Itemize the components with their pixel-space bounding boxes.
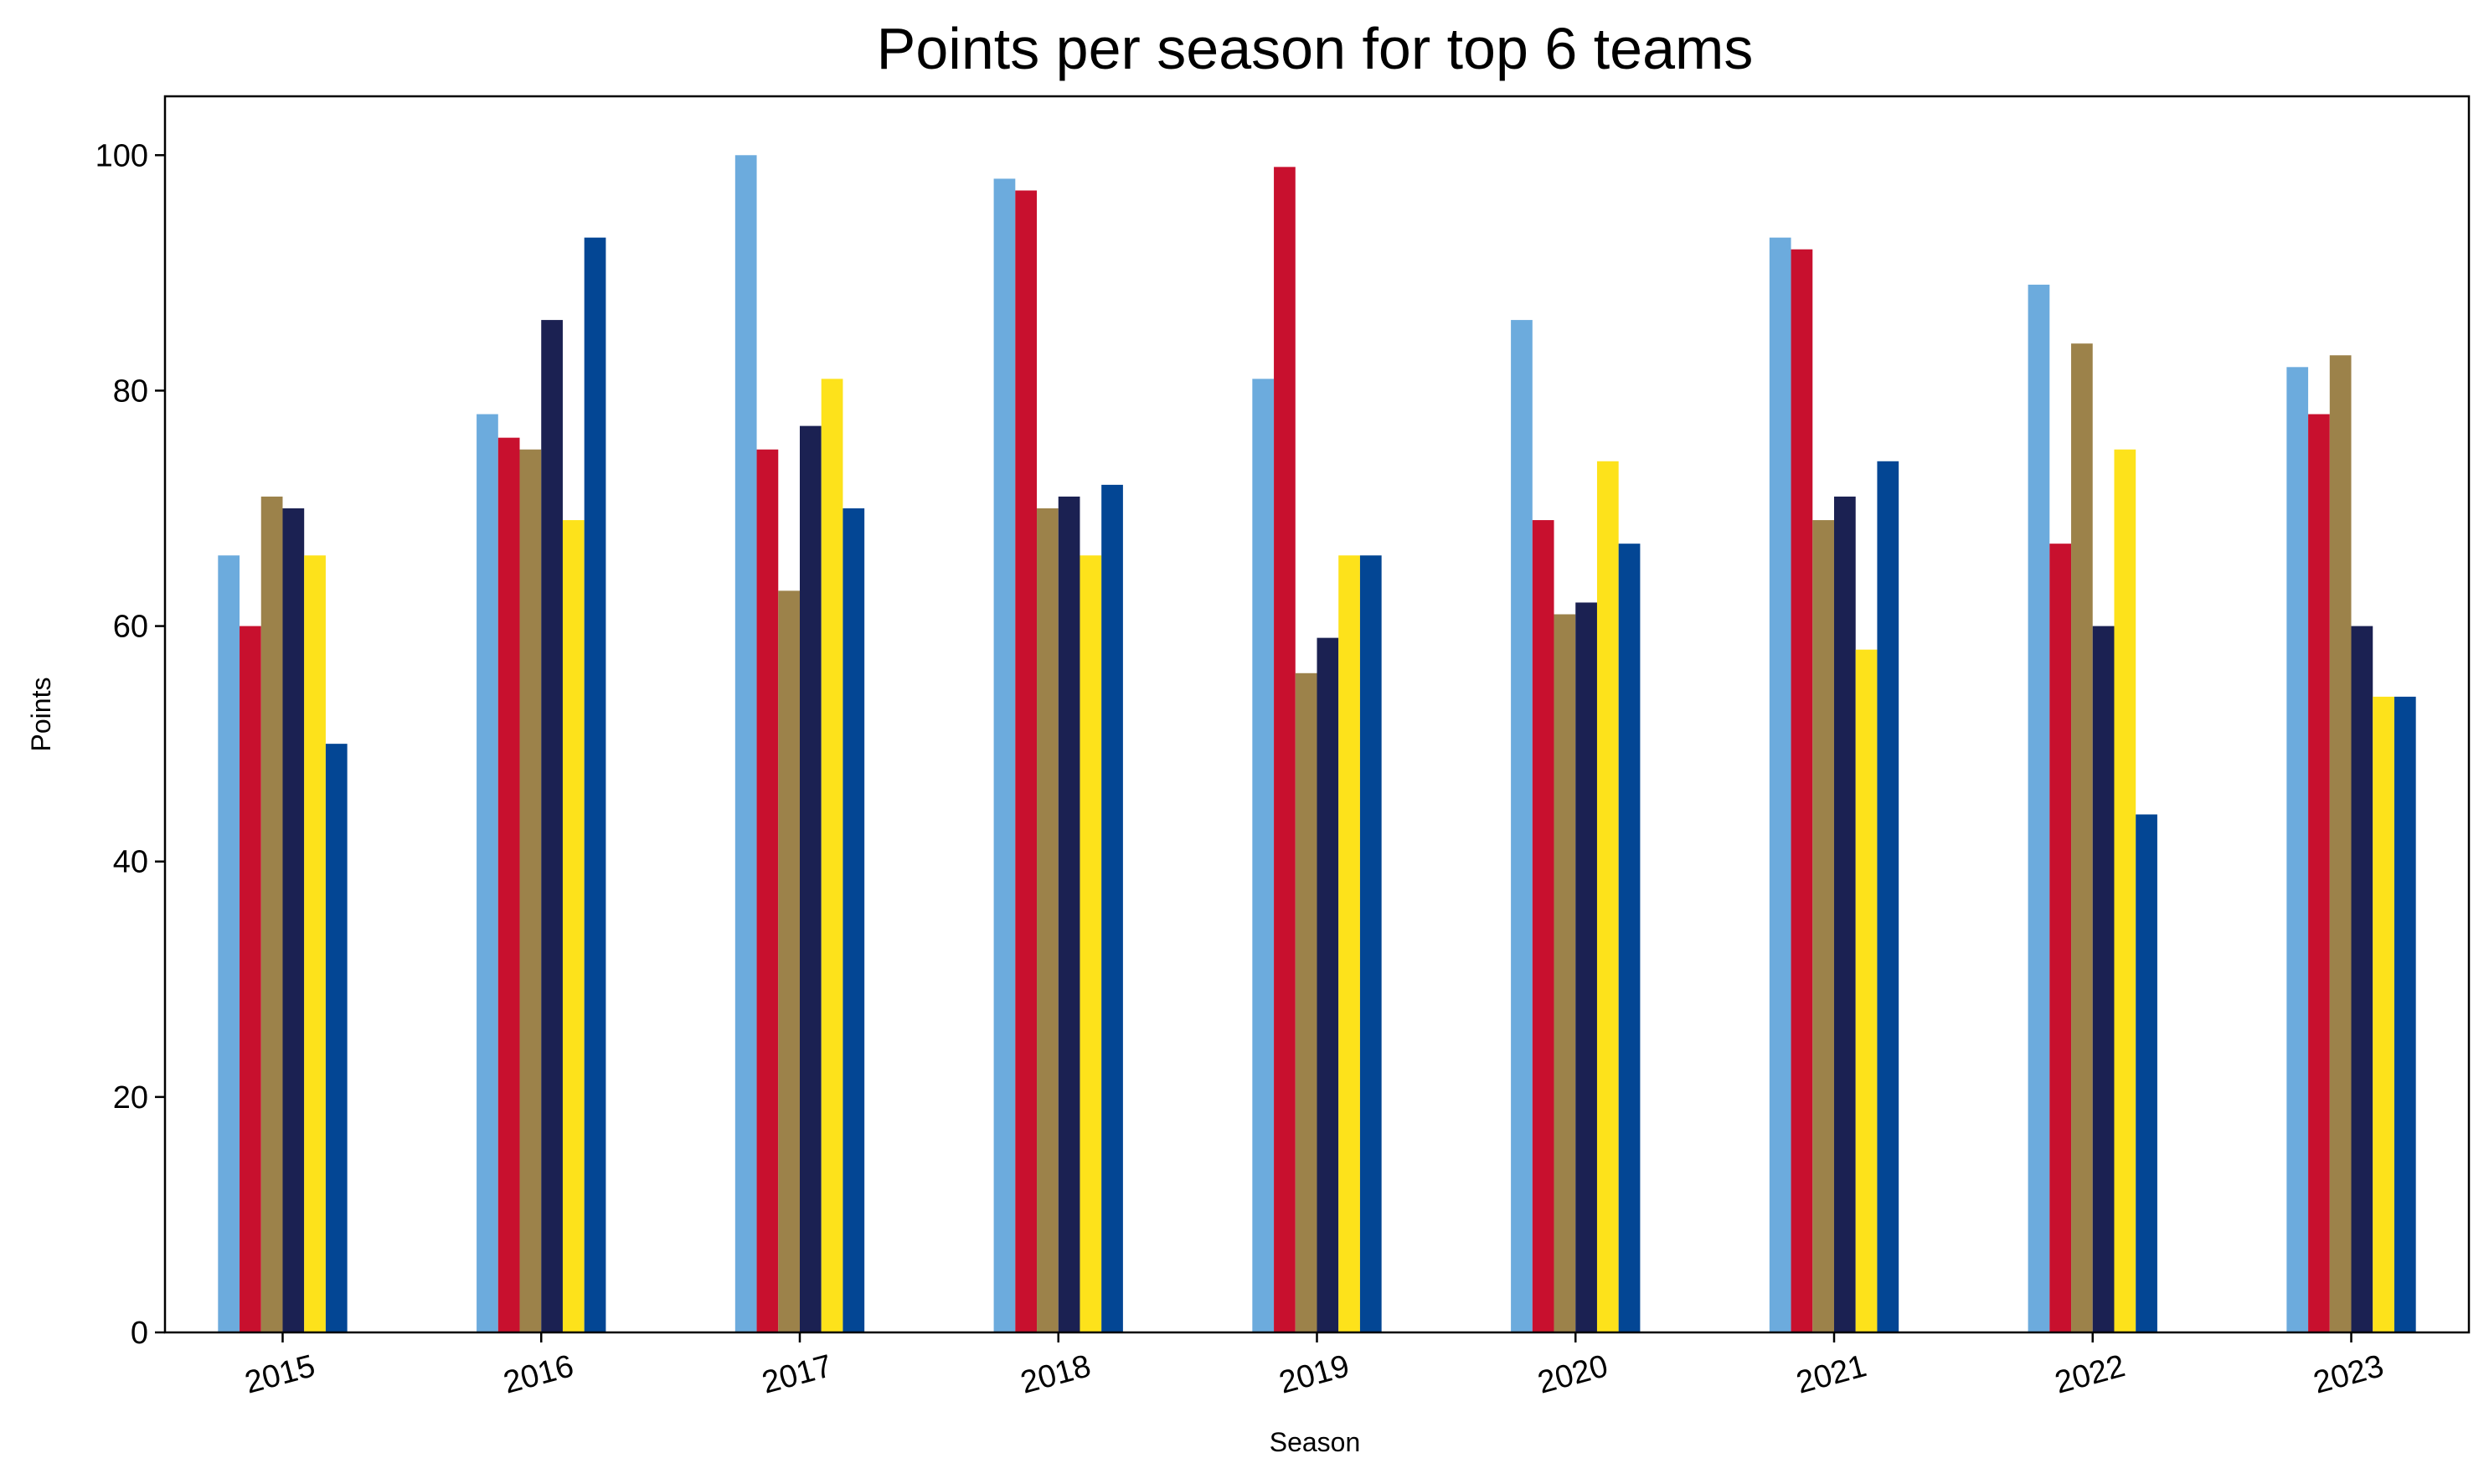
x-axis: 2015 2016 2017 2018 2019 2020 2021 2022 2023: [241, 1332, 2388, 1401]
bar-2023-series-3: [2329, 355, 2352, 1332]
bar-2016-series-1: [477, 414, 498, 1332]
bar-2021-series-1: [1769, 237, 1791, 1333]
y-tick-label: 0: [131, 1316, 148, 1351]
bar-2018-series-5: [1080, 555, 1102, 1332]
x-tick-label: 2022: [2051, 1348, 2129, 1400]
bar-2016-series-5: [562, 520, 585, 1332]
bar-2015-series-2: [240, 626, 261, 1332]
bar-2017-series-1: [734, 155, 757, 1332]
bar-2021-series-4: [1834, 496, 1856, 1332]
bar-2016-series-3: [519, 449, 542, 1333]
y-tick-label: 60: [113, 610, 148, 645]
bar-2017-series-5: [821, 379, 843, 1332]
bar-2018-series-2: [1015, 190, 1038, 1333]
bar-2018-series-4: [1058, 496, 1080, 1332]
x-tick-label: 2019: [1275, 1348, 1353, 1400]
bar-2023-series-1: [2286, 367, 2309, 1332]
bar-2022-series-5: [2114, 449, 2136, 1333]
x-tick-label: 2021: [1793, 1348, 1871, 1400]
bar-2018-series-3: [1037, 508, 1059, 1332]
bar-2022-series-1: [2028, 284, 2050, 1332]
chart-title: Points per season for top 6 teams: [877, 16, 1754, 81]
bar-2017-series-4: [799, 425, 822, 1333]
y-axis: 0 20 40 60 80 100: [95, 138, 165, 1351]
bar-2015-series-3: [260, 496, 283, 1332]
bar-2021-series-3: [1812, 520, 1835, 1332]
x-tick-label: 2018: [1017, 1348, 1095, 1400]
bar-2019-series-4: [1317, 637, 1339, 1332]
bar-2018-series-1: [993, 178, 1016, 1332]
bar-2017-series-2: [756, 449, 779, 1333]
bar-2020-series-1: [1511, 320, 1533, 1333]
y-tick-label: 80: [113, 374, 148, 409]
y-tick-label: 40: [113, 845, 148, 880]
bar-2019-series-3: [1295, 672, 1317, 1332]
bar-2015-series-1: [218, 555, 240, 1332]
x-tick-label: 2020: [1534, 1348, 1612, 1400]
bar-2019-series-1: [1252, 379, 1275, 1332]
bar-2022-series-3: [2071, 343, 2093, 1333]
bar-2019-series-5: [1338, 555, 1360, 1332]
bar-2015-series-4: [282, 508, 305, 1332]
bar-2016-series-6: [584, 237, 606, 1333]
bar-2021-series-6: [1877, 461, 1899, 1332]
x-tick-label: 2023: [2310, 1348, 2388, 1400]
bar-2020-series-6: [1618, 544, 1641, 1332]
bar-2016-series-4: [541, 320, 563, 1333]
bar-2019-series-6: [1359, 555, 1382, 1332]
y-tick-label: 100: [95, 138, 148, 173]
bar-2017-series-3: [778, 590, 800, 1332]
bar-2016-series-2: [497, 437, 520, 1333]
bar-2018-series-6: [1101, 484, 1123, 1332]
bar-2022-series-6: [2136, 814, 2157, 1332]
bar-2020-series-3: [1554, 614, 1576, 1332]
x-tick-label: 2016: [500, 1348, 578, 1400]
bar-2019-series-2: [1274, 167, 1296, 1333]
bar-2023-series-2: [2308, 414, 2330, 1332]
bars-layer: [218, 155, 2416, 1333]
bar-2015-series-5: [304, 555, 326, 1332]
x-axis-label: Season: [1270, 1427, 1361, 1457]
bar-2021-series-5: [1855, 649, 1878, 1332]
bar-2015-series-6: [325, 744, 348, 1332]
x-tick-label: 2017: [759, 1348, 837, 1400]
bar-2022-series-4: [2092, 626, 2115, 1332]
bar-2021-series-2: [1791, 249, 1813, 1332]
x-tick-label: 2015: [241, 1348, 319, 1400]
bar-2022-series-2: [2049, 544, 2072, 1332]
bar-2020-series-5: [1596, 461, 1619, 1332]
bar-2023-series-6: [2394, 696, 2416, 1332]
bar-2023-series-4: [2351, 626, 2373, 1332]
y-tick-label: 20: [113, 1080, 148, 1116]
bar-2017-series-6: [843, 508, 865, 1332]
y-axis-label: Points: [26, 678, 56, 752]
bar-2020-series-4: [1575, 602, 1597, 1332]
bar-2023-series-5: [2373, 696, 2394, 1332]
bar-2020-series-2: [1532, 520, 1554, 1332]
